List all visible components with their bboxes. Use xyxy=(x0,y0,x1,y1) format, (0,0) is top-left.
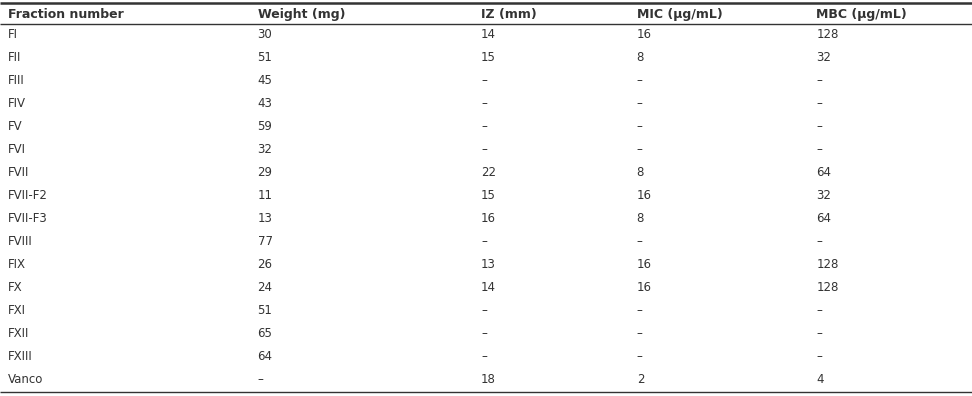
Text: 8: 8 xyxy=(637,51,644,64)
Text: –: – xyxy=(481,143,487,156)
Text: 26: 26 xyxy=(258,258,272,271)
Text: –: – xyxy=(481,327,487,340)
Text: 11: 11 xyxy=(258,189,272,202)
Text: –: – xyxy=(481,97,487,110)
Text: FV: FV xyxy=(8,120,22,133)
Text: MIC (µg/mL): MIC (µg/mL) xyxy=(637,8,722,21)
Text: 30: 30 xyxy=(258,28,272,41)
Text: 43: 43 xyxy=(258,97,272,110)
Text: –: – xyxy=(637,143,642,156)
Text: 24: 24 xyxy=(258,281,272,294)
Text: 51: 51 xyxy=(258,304,272,317)
Text: –: – xyxy=(816,74,822,87)
Text: FXIII: FXIII xyxy=(8,350,32,363)
Text: FIV: FIV xyxy=(8,97,26,110)
Text: FXII: FXII xyxy=(8,327,29,340)
Text: –: – xyxy=(258,373,263,386)
Text: 64: 64 xyxy=(258,350,272,363)
Text: FIII: FIII xyxy=(8,74,24,87)
Text: –: – xyxy=(637,235,642,248)
Text: 13: 13 xyxy=(481,258,496,271)
Text: 128: 128 xyxy=(816,28,839,41)
Text: –: – xyxy=(637,97,642,110)
Text: 8: 8 xyxy=(637,212,644,225)
Text: –: – xyxy=(637,74,642,87)
Text: –: – xyxy=(637,304,642,317)
Text: 64: 64 xyxy=(816,212,831,225)
Text: 4: 4 xyxy=(816,373,824,386)
Text: 14: 14 xyxy=(481,28,496,41)
Text: FVI: FVI xyxy=(8,143,26,156)
Text: 16: 16 xyxy=(637,258,651,271)
Text: 15: 15 xyxy=(481,189,496,202)
Text: 13: 13 xyxy=(258,212,272,225)
Text: 14: 14 xyxy=(481,281,496,294)
Text: –: – xyxy=(637,120,642,133)
Text: 77: 77 xyxy=(258,235,272,248)
Text: FVII-F3: FVII-F3 xyxy=(8,212,48,225)
Text: FX: FX xyxy=(8,281,22,294)
Text: FII: FII xyxy=(8,51,21,64)
Text: 65: 65 xyxy=(258,327,272,340)
Text: FIX: FIX xyxy=(8,258,26,271)
Text: –: – xyxy=(481,304,487,317)
Text: 64: 64 xyxy=(816,166,831,179)
Text: –: – xyxy=(816,304,822,317)
Text: –: – xyxy=(481,74,487,87)
Text: –: – xyxy=(637,350,642,363)
Text: 32: 32 xyxy=(816,51,831,64)
Text: –: – xyxy=(481,350,487,363)
Text: –: – xyxy=(816,97,822,110)
Text: 29: 29 xyxy=(258,166,272,179)
Text: Fraction number: Fraction number xyxy=(8,8,123,21)
Text: 18: 18 xyxy=(481,373,496,386)
Text: –: – xyxy=(816,327,822,340)
Text: 16: 16 xyxy=(637,28,651,41)
Text: –: – xyxy=(816,235,822,248)
Text: FXI: FXI xyxy=(8,304,26,317)
Text: –: – xyxy=(637,327,642,340)
Text: Vanco: Vanco xyxy=(8,373,43,386)
Text: FVIII: FVIII xyxy=(8,235,32,248)
Text: 8: 8 xyxy=(637,166,644,179)
Text: 45: 45 xyxy=(258,74,272,87)
Text: FVII-F2: FVII-F2 xyxy=(8,189,48,202)
Text: 16: 16 xyxy=(637,189,651,202)
Text: –: – xyxy=(816,350,822,363)
Text: 128: 128 xyxy=(816,281,839,294)
Text: 22: 22 xyxy=(481,166,496,179)
Text: 15: 15 xyxy=(481,51,496,64)
Text: FVII: FVII xyxy=(8,166,29,179)
Text: 2: 2 xyxy=(637,373,644,386)
Text: –: – xyxy=(481,235,487,248)
Text: 16: 16 xyxy=(637,281,651,294)
Text: MBC (µg/mL): MBC (µg/mL) xyxy=(816,8,907,21)
Text: FI: FI xyxy=(8,28,17,41)
Text: 128: 128 xyxy=(816,258,839,271)
Text: –: – xyxy=(481,120,487,133)
Text: Weight (mg): Weight (mg) xyxy=(258,8,345,21)
Text: 32: 32 xyxy=(258,143,272,156)
Text: 16: 16 xyxy=(481,212,496,225)
Text: –: – xyxy=(816,120,822,133)
Text: 32: 32 xyxy=(816,189,831,202)
Text: –: – xyxy=(816,143,822,156)
Text: 51: 51 xyxy=(258,51,272,64)
Text: 59: 59 xyxy=(258,120,272,133)
Text: IZ (mm): IZ (mm) xyxy=(481,8,537,21)
